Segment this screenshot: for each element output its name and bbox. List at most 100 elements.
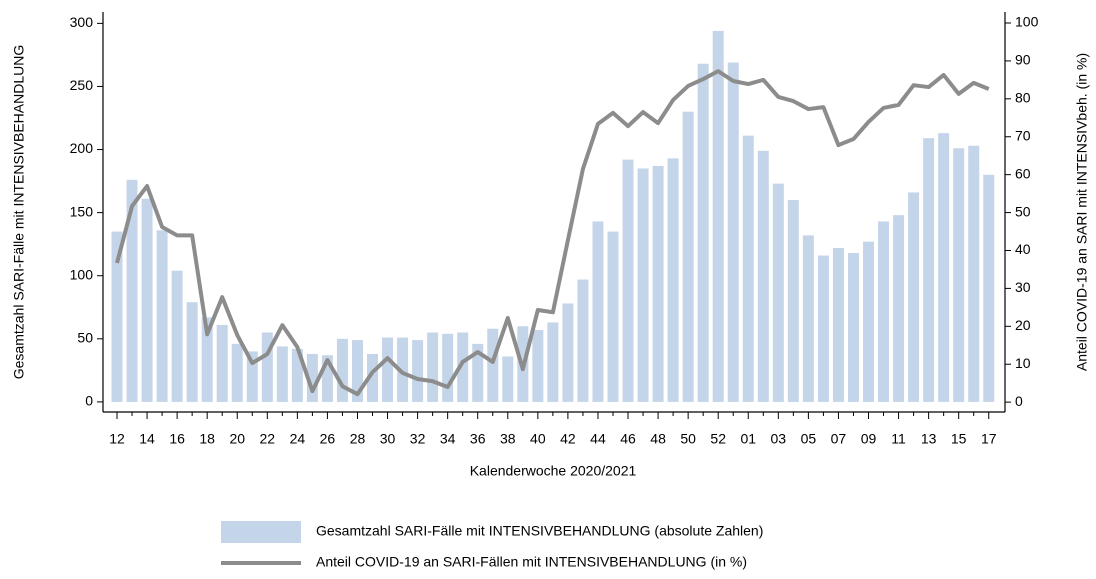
x-tick-label: 30 [380,431,396,447]
x-tick-label: 48 [650,431,666,447]
x-tick-label: 15 [951,431,967,447]
bar [983,174,995,402]
x-tick-label: 52 [710,431,726,447]
bar [186,302,198,402]
bar [652,165,664,402]
x-axis-title: Kalenderwoche 2020/2021 [470,463,637,479]
bar [487,328,499,402]
bar [787,200,799,402]
bar [727,62,739,402]
bar [442,333,454,402]
bar [817,255,829,402]
bar [968,145,980,402]
bar [156,230,168,402]
bar [397,337,409,402]
bar [893,215,905,402]
x-tick-label: 44 [590,431,606,447]
bar [457,332,469,402]
bar [712,30,724,402]
y2-tick-label: 20 [1015,317,1031,333]
x-tick-label: 03 [771,431,787,447]
y2-tick-label: 70 [1015,127,1031,143]
x-tick-label: 11 [891,431,906,447]
bar [306,353,318,402]
y2-tick-label: 60 [1015,165,1031,181]
bar [667,158,679,402]
y-tick-label: 50 [77,330,93,346]
bar [757,150,769,402]
legend-swatch [221,521,301,543]
x-tick-label: 40 [530,431,546,447]
x-tick-label: 24 [290,431,306,447]
y-tick-label: 300 [70,14,94,30]
bar [472,343,484,402]
bar [321,355,333,402]
x-tick-label: 26 [320,431,336,447]
x-tick-label: 09 [861,431,877,447]
bar [532,329,544,402]
y2-tick-label: 100 [1015,14,1039,30]
bar [847,253,859,402]
y-tick-label: 100 [70,266,94,282]
bar [802,235,814,402]
x-tick-label: 20 [229,431,245,447]
x-tick-label: 50 [680,431,696,447]
bar [547,322,559,402]
y-tick-label: 0 [85,393,93,409]
bar [622,159,634,402]
y2-tick-label: 80 [1015,90,1031,106]
bar [291,348,303,402]
bar [231,343,243,402]
x-tick-label: 22 [260,431,276,447]
x-tick-label: 13 [921,431,937,447]
y2-tick-label: 90 [1015,52,1031,68]
legend-label: Anteil COVID-19 an SARI-Fällen mit INTEN… [316,554,747,570]
bar [367,353,379,402]
x-tick-label: 05 [801,431,817,447]
bar [592,221,604,402]
x-tick-label: 01 [740,431,756,447]
x-tick-label: 12 [109,431,125,447]
bar [351,340,363,402]
bar [562,303,574,402]
line [115,69,990,397]
x-tick-label: 18 [199,431,215,447]
x-tick-label: 17 [981,431,997,447]
x-tick-label: 32 [410,431,426,447]
bar [697,63,709,402]
bar [577,279,589,402]
y2-tick-label: 30 [1015,279,1031,295]
bar [923,138,935,402]
bar [141,198,153,402]
bar [878,221,890,402]
y-tick-label: 250 [70,77,94,93]
x-tick-label: 34 [440,431,456,447]
bar [832,247,844,402]
x-tick-label: 42 [560,431,576,447]
bar [772,183,784,402]
bar [863,241,874,402]
bar [607,231,619,402]
x-tick-label: 14 [139,431,155,447]
y-tick-label: 200 [70,140,94,156]
bar [742,135,754,402]
y2-axis-title: Anteil COVID-19 an SARI mit INTENSIVbeh.… [1074,53,1090,371]
x-tick-label: 36 [470,431,486,447]
x-tick-label: 28 [350,431,366,447]
y-axis-title: Gesamtzahl SARI-Fälle mit INTENSIVBEHAND… [11,45,27,380]
bar [637,168,649,402]
y-tick-label: 150 [70,203,94,219]
bar [382,337,394,402]
bar [502,356,514,402]
bar [908,192,920,402]
y2-tick-label: 10 [1015,355,1031,371]
x-tick-label: 16 [169,431,185,447]
bar [216,324,228,402]
bar [427,332,439,402]
x-tick-label: 38 [500,431,516,447]
bar [126,179,138,402]
legend-label: Gesamtzahl SARI-Fälle mit INTENSIVBEHAND… [316,523,763,539]
bar [261,332,273,402]
y2-tick-label: 50 [1015,203,1031,219]
bar [111,231,123,402]
